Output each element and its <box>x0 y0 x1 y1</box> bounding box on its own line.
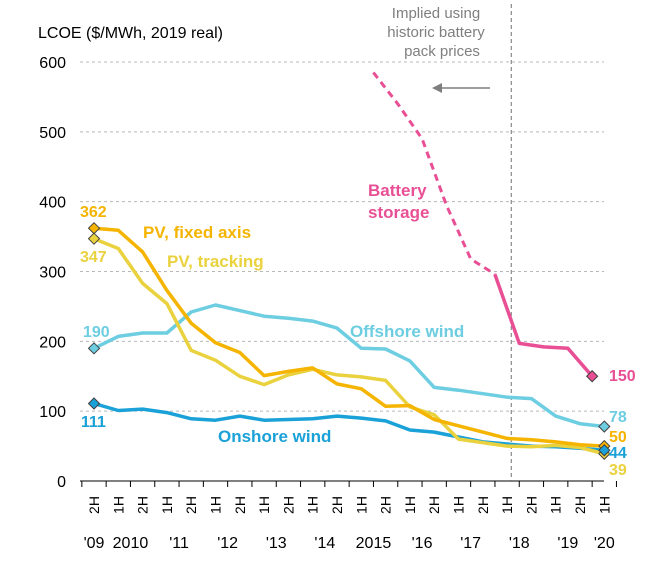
x-category-label: 2H <box>232 496 248 514</box>
x-category-label: 1H <box>451 496 467 514</box>
series-lines <box>93 71 605 456</box>
annotation-line-3: pack prices <box>404 43 480 60</box>
x-category-label: 1H <box>110 496 126 514</box>
label-battery-line-1: Battery <box>368 181 427 200</box>
y-tick-labels: 0 100 200 300 400 500 600 <box>39 55 66 491</box>
y-tick-label: 600 <box>39 55 66 72</box>
x-category-label: 2H <box>329 496 345 514</box>
series-line-offshore-wind <box>93 303 605 429</box>
value-offshore-start: 190 <box>83 324 110 341</box>
x-year-label: '17 <box>460 535 481 552</box>
x-year-label: 2015 <box>356 535 392 552</box>
x-year-label: '12 <box>217 535 238 552</box>
x-year-label: '20 <box>594 535 615 552</box>
value-pv-tracking-start: 347 <box>80 249 107 266</box>
series-line-battery-storage-implied <box>372 71 496 276</box>
x-category-label: 1H <box>208 496 224 514</box>
value-onshore-start: 111 <box>81 414 106 431</box>
y-tick-label: 100 <box>39 404 66 421</box>
x-category-label: 1H <box>499 496 515 514</box>
marker-offshore-wind-start <box>87 342 101 355</box>
value-onshore-end: 44 <box>609 445 627 462</box>
data-value-labels: 190 78 362 50 347 39 111 44 150 <box>80 204 636 479</box>
x-category-label: 2H <box>135 496 151 514</box>
label-battery-line-2: storage <box>368 203 429 222</box>
marker-pv-fixed-axis-start <box>87 221 101 235</box>
annotation-line-2: historic battery <box>387 24 485 41</box>
x-year-label: '16 <box>412 535 433 552</box>
series-markers <box>87 221 611 460</box>
x-category-label: 2H <box>475 496 491 514</box>
series-line-battery-storage <box>493 273 594 378</box>
x-category-label: 1H <box>305 496 321 514</box>
label-onshore-wind: Onshore wind <box>218 427 331 446</box>
label-pv-tracking: PV, tracking <box>167 252 264 271</box>
x-category-label: 2H <box>86 496 102 514</box>
battery-annotation: Implied using historic battery pack pric… <box>387 4 512 481</box>
marker-onshore-wind-end <box>598 444 611 457</box>
x-year-label: '14 <box>314 535 335 552</box>
x-year-label: '11 <box>169 535 189 552</box>
x-category-label: 2H <box>426 496 442 514</box>
x-year-label: '13 <box>266 535 287 552</box>
x-category-label: 2H <box>572 496 588 514</box>
x-category-label: 1H <box>402 496 418 514</box>
value-pv-fixed-end: 50 <box>609 429 627 446</box>
series-line-pv-tracking <box>93 237 605 456</box>
y-tick-label: 300 <box>39 265 66 282</box>
x-category-label: 1H <box>256 496 272 514</box>
value-pv-tracking-end: 39 <box>609 462 627 479</box>
x-year-label: '19 <box>557 535 578 552</box>
x-category-label: 1H <box>159 496 175 514</box>
marker-offshore-wind-end <box>598 420 611 433</box>
x-category-label: 1H <box>596 496 612 514</box>
value-pv-fixed-start: 362 <box>80 204 107 221</box>
series-labels: Offshore wind PV, fixed axis PV, trackin… <box>143 181 464 446</box>
marker-onshore-wind-start <box>87 397 101 410</box>
marker-battery-storage-end <box>585 370 599 383</box>
x-category-label: 2H <box>378 496 394 514</box>
marker-pv-tracking-start <box>87 232 101 245</box>
series-line-onshore-wind <box>93 401 605 453</box>
x-year-label: '09 <box>84 535 105 552</box>
y-tick-label: 500 <box>39 125 66 142</box>
value-offshore-end: 78 <box>609 409 627 426</box>
x-category-label: 2H <box>183 496 199 514</box>
annotation-arrowhead <box>432 83 442 93</box>
label-pv-fixed-axis: PV, fixed axis <box>143 223 251 242</box>
y-tick-label: 200 <box>39 334 66 351</box>
x-year-label: '18 <box>509 535 530 552</box>
x-category-label: 2H <box>523 496 539 514</box>
y-axis-title: LCOE ($/MWh, 2019 real) <box>38 25 223 42</box>
x-year-label: 2010 <box>113 535 149 552</box>
y-tick-label: 0 <box>57 474 66 491</box>
series-line-pv-fixed-axis <box>93 226 605 448</box>
x-axis: 2H 1H 2H 1H 2H 1H 2H 1H 2H 1H 2H 1H 2H 1H 2H 1H 2H 1H 2H 1H… <box>80 480 617 552</box>
x-category-label: 1H <box>548 496 564 514</box>
x-category-label: 2H <box>280 496 296 514</box>
x-category-label: 1H <box>353 496 369 514</box>
label-offshore-wind: Offshore wind <box>350 322 464 341</box>
annotation-line-1: Implied using <box>392 5 480 22</box>
value-battery-end: 150 <box>609 368 636 385</box>
y-tick-label: 400 <box>39 195 66 212</box>
